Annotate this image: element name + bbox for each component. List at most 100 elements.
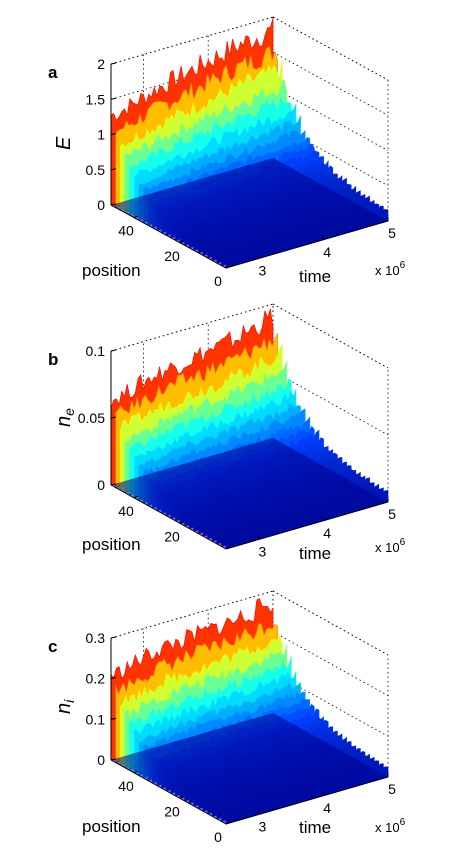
z-axis-label: ne [53, 408, 77, 427]
panel-b: 0 0.05 0.1 20 40 3 4 5 b ne position time x 106 [48, 303, 406, 563]
z-tick-label: 2 [97, 56, 105, 72]
z-tick [110, 717, 117, 720]
z-tick [110, 636, 117, 639]
z-tick-label: 0.3 [86, 630, 106, 646]
time-tick-label: 5 [388, 225, 396, 241]
time-tick-label: 5 [388, 781, 396, 797]
z-tick-label: 0 [97, 477, 105, 493]
position-tick-label: 20 [164, 803, 180, 819]
z-tick-label: 0.1 [86, 343, 106, 359]
z-tick [110, 62, 117, 65]
z-gridline-side [272, 16, 389, 81]
surface-floor [111, 713, 388, 824]
z-tick-label: 1.5 [86, 91, 106, 107]
time-axis [225, 501, 389, 550]
z-gridline-side [272, 303, 389, 369]
position-tick-label: 40 [118, 223, 134, 239]
z-gridline [110, 590, 274, 639]
z-tick [110, 97, 117, 100]
position-tick [179, 521, 185, 524]
z-gridline [110, 303, 274, 352]
time-exponent-base: x 10 [375, 263, 400, 278]
z-axis-label: E [53, 136, 75, 150]
surface-floor [111, 158, 388, 268]
time-tick-label: 3 [259, 819, 267, 835]
z-tick-label: 0.5 [86, 162, 106, 178]
panel-letter: c [48, 637, 57, 656]
position-tick [179, 240, 185, 244]
z-gridline-side [272, 122, 389, 187]
z-tick-label: 0.2 [86, 671, 106, 687]
time-exponent-base: x 10 [375, 820, 400, 835]
z-tick [110, 203, 117, 206]
position-tick [133, 770, 139, 774]
time-tick-label: 3 [259, 263, 267, 279]
time-tick-label: 3 [259, 544, 267, 560]
z-tick-label: 0.1 [86, 711, 106, 727]
position-axis-label: position [82, 817, 141, 836]
time-exponent-base: x 10 [375, 540, 400, 555]
time-axis-label: time [299, 818, 331, 837]
z-tick [110, 483, 117, 486]
position-tick [225, 266, 231, 269]
time-axis [225, 776, 389, 825]
z-tick [110, 416, 117, 419]
position-tick-label: 20 [164, 248, 180, 264]
z-axis-label-main: n [53, 416, 75, 427]
z-tick [110, 133, 117, 135]
z-tick-label: 0.05 [78, 410, 105, 426]
side-pane-top-edge [272, 16, 389, 81]
time-tick-label: 4 [323, 525, 331, 541]
z-axis-label: ni [53, 699, 77, 714]
time-tick-label: 4 [323, 244, 331, 260]
position-axis-label: position [82, 535, 141, 554]
position-tick-label: 0 [214, 273, 222, 289]
time-exponent-label: x 106 [375, 260, 406, 278]
position-tick-label: 20 [164, 528, 180, 544]
z-tick-label: 0 [97, 197, 105, 213]
z-gridline [110, 16, 274, 65]
z-tick [110, 168, 117, 171]
time-exponent-power: 6 [400, 537, 406, 548]
time-exponent-power: 6 [400, 260, 406, 271]
position-axis [110, 484, 227, 550]
z-gridline-side [272, 51, 389, 116]
position-tick [179, 796, 185, 799]
time-exponent-label: x 106 [375, 817, 406, 835]
z-axis-label-main: n [53, 703, 75, 714]
time-axis-label: time [299, 267, 331, 286]
position-tick-label: 40 [118, 503, 134, 519]
time-tick-label: 4 [323, 800, 331, 816]
z-tick-label: 0 [97, 752, 105, 768]
z-axis-label-subscript: i [61, 699, 77, 703]
z-axis-label-subscript: e [61, 408, 77, 416]
z-gridline-side [272, 87, 389, 151]
position-tick [225, 822, 231, 825]
time-axis-label: time [299, 544, 331, 563]
surface-floor [111, 438, 388, 549]
z-tick-label: 1 [97, 127, 105, 143]
position-tick [133, 495, 139, 499]
position-tick-label: 0 [214, 829, 222, 845]
panel-letter: b [48, 350, 58, 369]
z-gridline-side [272, 590, 389, 656]
time-tick-label: 5 [388, 506, 396, 522]
position-tick-label: 40 [118, 778, 134, 794]
time-axis [225, 220, 389, 269]
position-tick [133, 215, 139, 219]
time-exponent-label: x 106 [375, 537, 406, 555]
time-exponent-power: 6 [400, 817, 406, 828]
position-axis [110, 759, 227, 825]
position-axis-label: position [82, 261, 141, 280]
panel-c: 0 0.1 0.2 0.3 0 20 40 3 4 5 c ni position time x 106 [48, 590, 406, 845]
position-axis [110, 204, 227, 269]
z-axis-label-main: E [53, 136, 75, 150]
z-tick [110, 349, 117, 352]
z-tick [110, 677, 117, 680]
side-pane-top-edge [272, 303, 389, 369]
side-pane-top-edge [272, 590, 389, 656]
z-tick [110, 758, 117, 761]
panel-letter: a [48, 63, 58, 82]
